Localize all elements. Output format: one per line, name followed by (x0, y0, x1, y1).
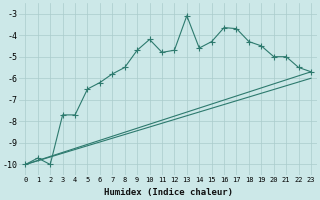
X-axis label: Humidex (Indice chaleur): Humidex (Indice chaleur) (104, 188, 233, 197)
